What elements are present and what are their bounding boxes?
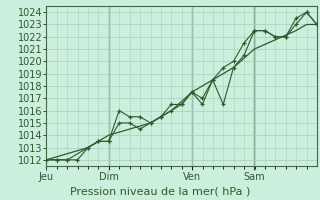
Text: Pression niveau de la mer( hPa ): Pression niveau de la mer( hPa ) <box>70 186 250 196</box>
